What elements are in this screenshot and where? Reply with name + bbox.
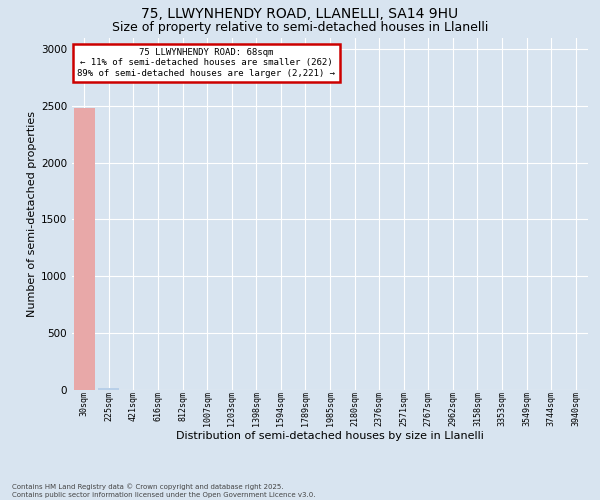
Bar [74, 108, 95, 390]
Text: Size of property relative to semi-detached houses in Llanelli: Size of property relative to semi-detach… [112, 21, 488, 34]
Text: 75 LLWYNHENDY ROAD: 68sqm
← 11% of semi-detached houses are smaller (262)
89% of: 75 LLWYNHENDY ROAD: 68sqm ← 11% of semi-… [77, 48, 335, 78]
Bar [98, 388, 119, 390]
Text: 75, LLWYNHENDY ROAD, LLANELLI, SA14 9HU: 75, LLWYNHENDY ROAD, LLANELLI, SA14 9HU [142, 8, 458, 22]
X-axis label: Distribution of semi-detached houses by size in Llanelli: Distribution of semi-detached houses by … [176, 430, 484, 440]
Text: Contains HM Land Registry data © Crown copyright and database right 2025.
Contai: Contains HM Land Registry data © Crown c… [12, 484, 316, 498]
Y-axis label: Number of semi-detached properties: Number of semi-detached properties [27, 111, 37, 317]
